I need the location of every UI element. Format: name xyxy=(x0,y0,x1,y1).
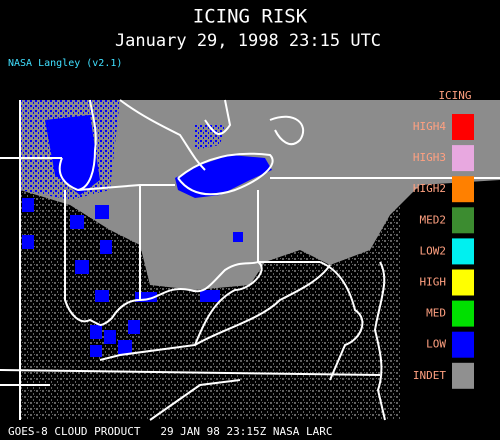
low-icing xyxy=(175,155,272,198)
legend-label: HIGH4 xyxy=(413,120,446,133)
legend-label: LOW xyxy=(426,338,446,351)
footer: GOES-8 CLOUD PRODUCT 29 JAN 98 23:15Z NA… xyxy=(8,425,333,438)
legend-label: INDET xyxy=(413,369,446,382)
legend-label: LOW2 xyxy=(420,244,447,257)
borders xyxy=(0,99,500,421)
low-icing-cells xyxy=(22,198,243,357)
legend-swatch xyxy=(452,238,474,265)
legend-swatch xyxy=(452,362,474,389)
legend-label: MED2 xyxy=(420,213,447,226)
subtitle: January 29, 1998 23:15 UTC xyxy=(115,31,381,51)
legend-swatch xyxy=(452,207,474,234)
legend-swatch xyxy=(452,300,474,327)
legend-swatch xyxy=(452,269,474,296)
legend-label: HIGH2 xyxy=(413,182,446,195)
legend-label: HIGH xyxy=(420,276,447,289)
low-icing xyxy=(45,115,100,195)
legend-swatch xyxy=(452,176,474,203)
clear-patch xyxy=(140,190,255,255)
title: ICING RISK xyxy=(193,6,308,28)
map-area xyxy=(0,99,500,421)
legend-label: MED xyxy=(426,307,446,320)
legend-swatch xyxy=(452,145,474,172)
legend: HIGH4 HIGH3 HIGH2 MED2 LOW2 HIGH MED LOW INDET xyxy=(413,114,474,389)
source-label: NASA Langley (v2.1) xyxy=(8,58,122,69)
legend-swatch xyxy=(452,331,474,358)
low-icing xyxy=(195,125,225,150)
legend-swatch xyxy=(452,114,474,140)
legend-title: ICING xyxy=(438,89,471,102)
legend-label: HIGH3 xyxy=(413,151,446,164)
